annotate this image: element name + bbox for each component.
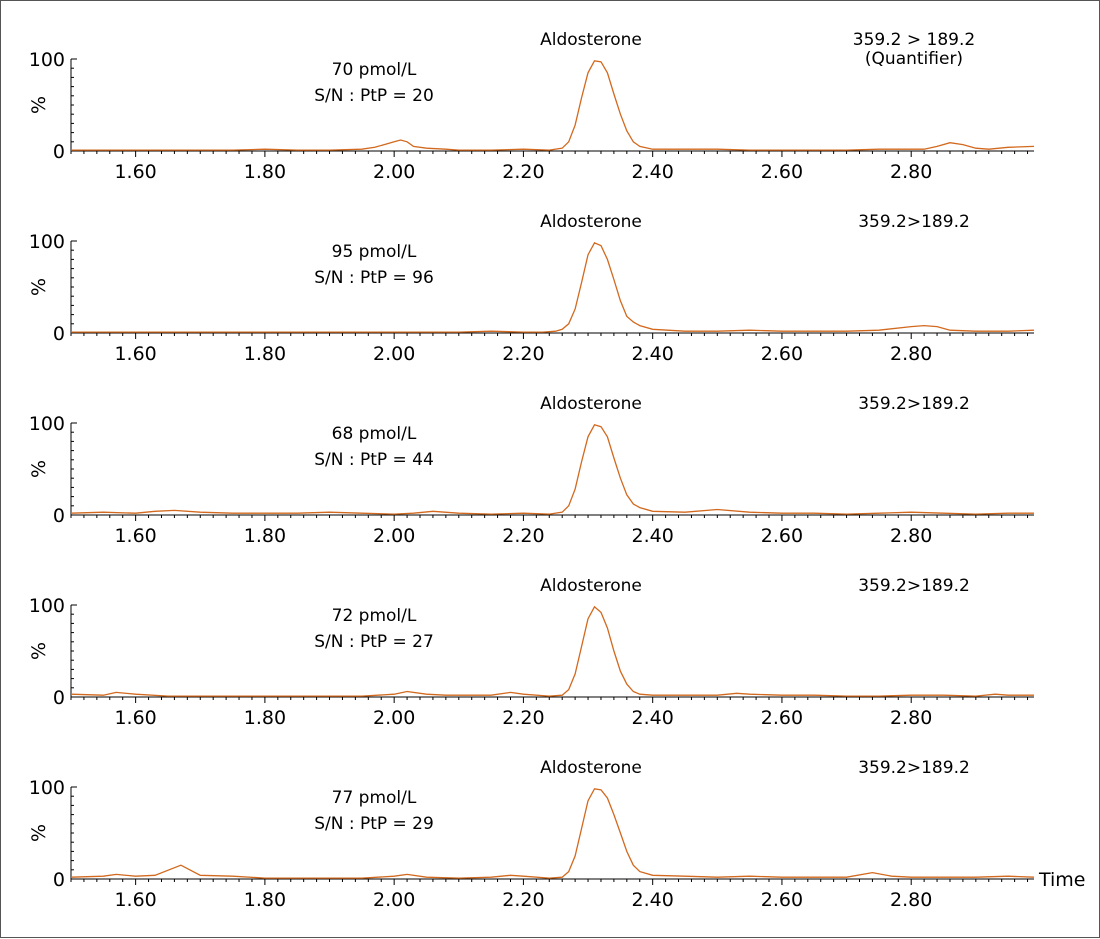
y-tick-label-100: 100 — [29, 595, 65, 617]
x-axis-title: Time — [1038, 869, 1086, 891]
y-tick-label-0: 0 — [53, 323, 65, 345]
x-tick-label: 2.40 — [632, 161, 674, 183]
y-axis-label: % — [28, 96, 50, 114]
x-tick-label: 2.80 — [890, 161, 932, 183]
x-tick-label: 1.80 — [244, 343, 286, 365]
x-tick-label: 1.60 — [114, 343, 156, 365]
x-tick-label: 2.60 — [761, 343, 803, 365]
chromatogram-trace — [71, 241, 1035, 333]
x-tick-label: 2.80 — [890, 707, 932, 729]
y-tick-label-0: 0 — [53, 687, 65, 709]
x-tick-label: 2.40 — [632, 525, 674, 547]
transition-label: 359.2>189.2 — [858, 394, 970, 414]
x-tick-label: 2.00 — [373, 707, 415, 729]
x-tick-label: 2.80 — [890, 343, 932, 365]
x-tick-label: 1.80 — [244, 707, 286, 729]
x-tick-label: 2.20 — [502, 707, 544, 729]
compound-label: Aldosterone — [540, 212, 642, 232]
y-tick-label-0: 0 — [53, 505, 65, 527]
y-tick-label-100: 100 — [29, 413, 65, 435]
x-tick-label: 2.20 — [502, 525, 544, 547]
x-tick-label: 2.20 — [502, 343, 544, 365]
concentration-label: 70 pmol/L — [332, 60, 417, 80]
x-tick-label: 2.60 — [761, 707, 803, 729]
transition-label: 359.2>189.2 — [858, 758, 970, 778]
signal-to-noise-label: S/N : PtP = 29 — [314, 814, 434, 834]
y-tick-label-100: 100 — [29, 777, 65, 799]
compound-label: Aldosterone — [540, 758, 642, 778]
y-axis-label: % — [28, 642, 50, 660]
signal-to-noise-label: S/N : PtP = 44 — [314, 450, 434, 470]
signal-to-noise-label: S/N : PtP = 96 — [314, 268, 434, 288]
x-tick-label: 2.40 — [632, 707, 674, 729]
signal-to-noise-label: S/N : PtP = 27 — [314, 632, 434, 652]
y-tick-label-0: 0 — [53, 869, 65, 891]
transition-label: 359.2 > 189.2 — [853, 30, 975, 50]
x-tick-label: 2.40 — [632, 343, 674, 365]
y-tick-label-100: 100 — [29, 49, 65, 71]
chromatogram-trace — [70, 605, 1034, 697]
x-tick-label: 2.40 — [632, 889, 674, 911]
y-axis-label: % — [28, 278, 50, 296]
compound-label: Aldosterone — [540, 394, 642, 414]
x-tick-label: 2.00 — [373, 889, 415, 911]
concentration-label: 95 pmol/L — [332, 242, 417, 262]
y-axis-label: % — [28, 824, 50, 842]
x-tick-label: 2.00 — [373, 343, 415, 365]
x-tick-label: 2.20 — [502, 889, 544, 911]
compound-label: Aldosterone — [540, 30, 642, 50]
x-tick-label: 1.60 — [114, 707, 156, 729]
x-tick-label: 2.80 — [890, 525, 932, 547]
x-tick-label: 2.00 — [373, 161, 415, 183]
x-tick-label: 1.80 — [244, 889, 286, 911]
y-tick-label-0: 0 — [53, 141, 65, 163]
x-tick-label: 2.60 — [761, 161, 803, 183]
transition-label: (Quantifier) — [865, 49, 963, 69]
x-tick-label: 1.60 — [114, 889, 156, 911]
x-tick-label: 2.60 — [761, 525, 803, 547]
x-tick-label: 1.80 — [244, 161, 286, 183]
transition-label: 359.2>189.2 — [858, 576, 970, 596]
x-tick-label: 2.80 — [890, 889, 932, 911]
x-tick-label: 2.20 — [502, 161, 544, 183]
chromatogram-trace — [70, 424, 1034, 515]
x-tick-label: 1.60 — [114, 525, 156, 547]
x-tick-label: 1.60 — [114, 161, 156, 183]
transition-label: 359.2>189.2 — [858, 212, 970, 232]
signal-to-noise-label: S/N : PtP = 20 — [314, 86, 434, 106]
y-tick-label-100: 100 — [29, 231, 65, 253]
concentration-label: 77 pmol/L — [332, 788, 417, 808]
x-tick-label: 1.80 — [244, 525, 286, 547]
concentration-label: 68 pmol/L — [332, 424, 417, 444]
chromatogram-trace — [71, 60, 1035, 151]
x-tick-label: 2.60 — [761, 889, 803, 911]
compound-label: Aldosterone — [540, 576, 642, 596]
x-tick-label: 2.00 — [373, 525, 415, 547]
chromatogram-trace — [70, 788, 1035, 879]
y-axis-label: % — [28, 460, 50, 478]
concentration-label: 72 pmol/L — [332, 606, 417, 626]
